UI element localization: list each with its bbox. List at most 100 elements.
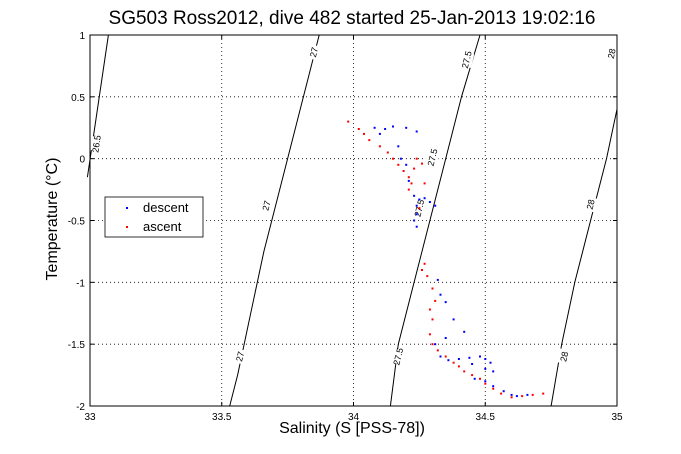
descent-point	[526, 393, 529, 396]
descent-point	[439, 355, 442, 358]
ascent-point	[392, 157, 394, 160]
ascent-point	[428, 308, 431, 311]
ascent-point	[431, 287, 434, 290]
contour-label: 28	[558, 351, 570, 363]
contour-label: 27	[261, 200, 273, 212]
descent-point	[384, 128, 387, 130]
contour-label: 27.5	[391, 347, 405, 366]
ascent-point	[463, 370, 466, 373]
descent-point	[492, 370, 495, 373]
contour-label-bg	[306, 44, 322, 61]
descent-point	[510, 393, 513, 396]
descent-point	[439, 293, 442, 296]
contour-label: 26.5	[90, 134, 102, 153]
legend-label-descent: descent	[143, 200, 189, 215]
y-tick-label: -1	[76, 278, 85, 289]
descent-point	[399, 157, 402, 160]
legend-box	[104, 196, 204, 238]
descent-point	[423, 197, 426, 200]
ascent-point	[500, 392, 503, 395]
ascent-point	[378, 145, 381, 148]
data-points	[347, 120, 545, 399]
descent-point	[407, 179, 410, 182]
contour-label-bg	[390, 348, 406, 365]
descent-point	[418, 198, 421, 201]
descent-point	[468, 356, 471, 359]
descent-point	[479, 355, 481, 358]
contour-label-bg	[89, 136, 104, 152]
ascent-point	[521, 395, 524, 398]
descent-point	[415, 225, 418, 228]
descent-point	[471, 363, 474, 365]
ascent-point	[426, 275, 429, 278]
chart-title: SG503 Ross2012, dive 482 started 25-Jan-…	[109, 8, 596, 29]
ascent-point	[402, 170, 405, 172]
descent-point	[484, 358, 487, 360]
descent-point	[378, 132, 381, 135]
y-tick-label: -2	[76, 402, 85, 413]
descent-point	[463, 330, 466, 333]
y-tick-label: 1	[79, 31, 85, 42]
axis-ticks: 33 33.5 34 34.5 35 -2 -1.5 -1 -0.5 0 0.5 1	[68, 31, 623, 423]
descent-point	[415, 130, 418, 133]
x-tick-label: 34	[348, 412, 360, 423]
descent-point	[397, 145, 400, 148]
y-tick-label: 0	[79, 155, 85, 166]
legend-label-ascent: ascent	[143, 219, 182, 234]
contour-label: 27	[308, 46, 320, 58]
contour-label-bg	[232, 348, 248, 365]
descent-point	[457, 358, 460, 360]
legend-marker-descent	[126, 207, 128, 209]
descent-point	[413, 219, 416, 222]
ascent-point	[421, 162, 423, 165]
legend: descent ascent	[104, 196, 204, 238]
descent-point	[444, 301, 447, 304]
ascent-point	[510, 396, 513, 399]
descent-point	[447, 359, 450, 362]
ascent-point	[457, 365, 460, 368]
ascent-point	[479, 377, 481, 380]
x-tick-label: 35	[611, 412, 623, 423]
descent-point	[492, 385, 495, 388]
descent-point	[434, 343, 437, 346]
descent-point	[415, 213, 418, 216]
ascent-point	[410, 182, 413, 185]
contour-label-bg	[556, 348, 572, 365]
ascent-point	[542, 392, 545, 395]
descent-point	[428, 201, 431, 203]
ascent-point	[363, 132, 365, 135]
ascent-point	[436, 349, 439, 352]
descent-point	[405, 163, 408, 166]
descent-point	[444, 337, 447, 339]
descent-point	[392, 125, 394, 128]
ascent-point	[434, 299, 437, 302]
descent-point	[484, 367, 487, 370]
descent-point	[515, 395, 518, 398]
ascent-point	[471, 374, 474, 377]
descent-point	[502, 390, 505, 393]
descent-point	[434, 204, 437, 207]
ascent-point	[421, 269, 423, 271]
contour-label: 27.5	[426, 148, 440, 167]
x-tick-label: 33.5	[212, 412, 232, 423]
descent-point	[436, 278, 439, 281]
ascent-point	[397, 163, 400, 166]
ascent-point	[423, 262, 426, 265]
descent-point	[484, 380, 487, 383]
ascent-point	[407, 176, 410, 179]
descent-point	[489, 361, 492, 364]
ascent-point	[452, 361, 455, 364]
density-contour-27.5	[389, 34, 481, 407]
density-contour-26.5	[86, 34, 109, 178]
ascent-point	[431, 318, 434, 321]
x-axis-label: Salinity (S [PSS-78])	[279, 420, 425, 437]
ascent-point	[368, 139, 371, 142]
ascent-point	[492, 387, 495, 390]
ascent-point	[484, 382, 487, 385]
ascent-point	[413, 167, 416, 170]
contour-label-bg	[259, 197, 275, 214]
ascent-point	[386, 151, 389, 154]
ascent-point	[347, 120, 350, 123]
legend-marker-ascent	[126, 226, 128, 228]
